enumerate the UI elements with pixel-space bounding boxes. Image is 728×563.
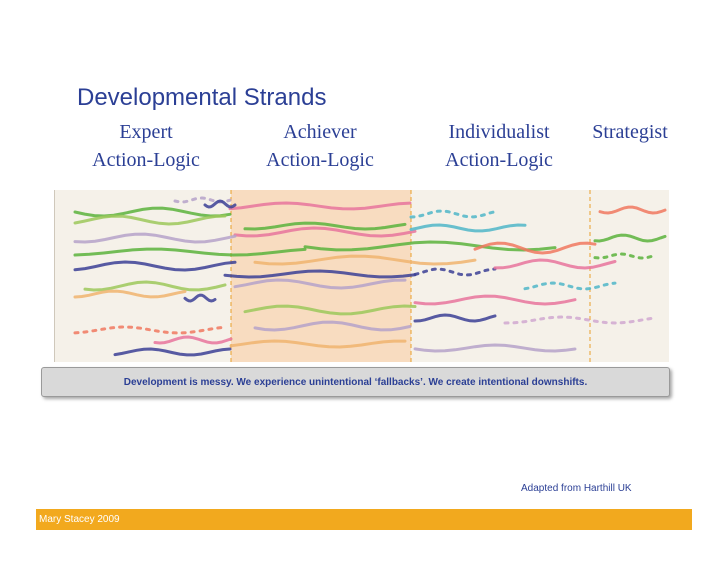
strand-line bbox=[233, 278, 407, 290]
strands-group bbox=[73, 196, 667, 357]
stage-individualist-name: Individualist bbox=[448, 121, 550, 143]
strand-line bbox=[223, 269, 417, 279]
strand-line bbox=[473, 241, 597, 255]
stage-achiever-subtitle: Action-Logic bbox=[266, 149, 374, 171]
strand-line bbox=[243, 221, 407, 231]
strand-line bbox=[253, 320, 412, 332]
slide-title: Developmental Strands bbox=[77, 84, 327, 111]
stage-achiever-name: Achiever bbox=[283, 121, 357, 143]
stage-strategist-label: Strategist bbox=[584, 118, 676, 146]
strand-line bbox=[303, 240, 557, 252]
strand-line bbox=[73, 214, 227, 226]
strand-line bbox=[593, 233, 667, 243]
strand-line bbox=[409, 209, 497, 219]
strand-line bbox=[253, 254, 477, 266]
strand-line bbox=[153, 335, 233, 345]
caption-box: Development is messy. We experience unin… bbox=[41, 367, 670, 397]
strand-line bbox=[73, 325, 227, 335]
strand-line bbox=[409, 223, 527, 233]
strands-panel bbox=[54, 190, 669, 362]
strand-line bbox=[413, 343, 577, 353]
stage-achiever-label: Achiever Action-Logic bbox=[258, 118, 382, 174]
strand-line bbox=[73, 289, 187, 299]
strand-line bbox=[413, 313, 497, 323]
caption-text: Development is messy. We experience unin… bbox=[123, 376, 588, 388]
strand-line bbox=[228, 201, 412, 211]
strand-line bbox=[493, 258, 617, 270]
footer-bar: Mary Stacey 2009 bbox=[36, 509, 692, 530]
strand-line bbox=[73, 206, 232, 218]
stage-individualist-subtitle: Action-Logic bbox=[445, 149, 553, 171]
strand-line bbox=[203, 199, 237, 209]
strand-line bbox=[233, 226, 417, 238]
strands-drawing bbox=[73, 190, 667, 362]
footer-author: Mary Stacey 2009 bbox=[39, 514, 120, 525]
strand-line bbox=[73, 260, 237, 272]
strand-line bbox=[83, 280, 227, 292]
stage-expert-name: Expert bbox=[119, 121, 173, 143]
strand-line bbox=[523, 281, 617, 291]
stage-expert-label: Expert Action-Logic bbox=[86, 118, 206, 174]
stage-strategist-name: Strategist bbox=[592, 121, 668, 143]
strand-line bbox=[413, 294, 577, 306]
strand-line bbox=[113, 347, 232, 357]
strand-line bbox=[73, 247, 307, 257]
stage-individualist-label: Individualist Action-Logic bbox=[436, 118, 562, 174]
strand-line bbox=[593, 252, 657, 260]
strand-line bbox=[183, 293, 217, 303]
strand-line bbox=[413, 267, 497, 277]
strand-line bbox=[598, 205, 667, 215]
stage-expert-subtitle: Action-Logic bbox=[92, 149, 200, 171]
source-credit: Adapted from Harthill UK bbox=[521, 483, 632, 494]
strand-line bbox=[503, 315, 657, 325]
strand-line bbox=[243, 304, 417, 316]
strand-line bbox=[229, 339, 407, 349]
strand-line bbox=[73, 232, 237, 244]
